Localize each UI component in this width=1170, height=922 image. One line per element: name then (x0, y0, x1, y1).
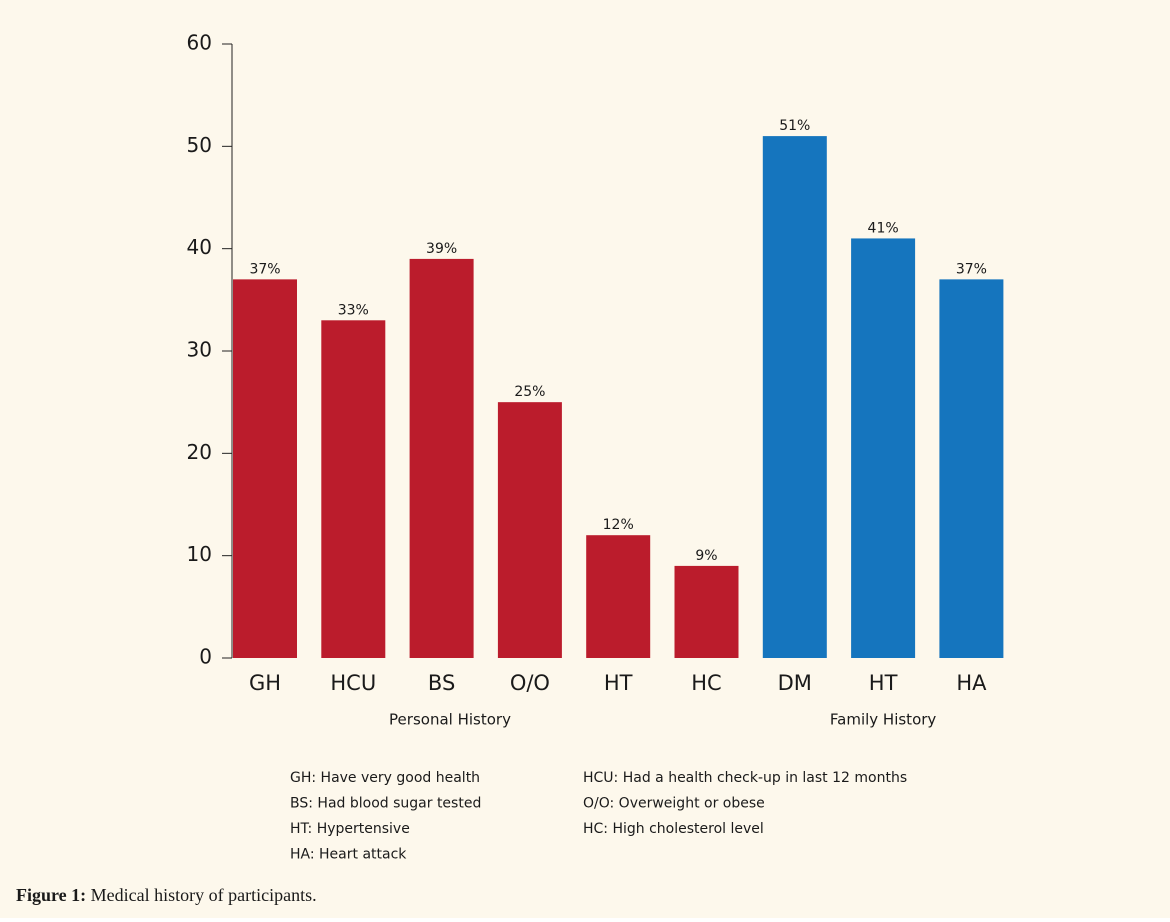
data-label: 37% (249, 261, 280, 277)
note: HA: Heart attack (290, 847, 407, 863)
bar (586, 535, 651, 658)
note: HCU: Had a health check-up in last 12 mo… (583, 770, 907, 786)
data-label: 41% (868, 220, 899, 236)
bar (674, 565, 739, 658)
y-tick-label: 0 (199, 645, 212, 669)
data-label: 9% (695, 548, 717, 564)
data-label: 25% (514, 384, 545, 400)
y-tick-label: 50 (187, 133, 212, 157)
bar (497, 402, 562, 658)
x-tick-label: O/O (510, 671, 550, 695)
caption-label: Figure 1: (16, 885, 86, 905)
y-tick-label: 10 (187, 542, 212, 566)
bar (762, 136, 827, 659)
y-tick-label: 60 (187, 31, 212, 55)
bar (233, 279, 297, 658)
note: BS: Had blood sugar tested (290, 796, 481, 812)
note: HT: Hypertensive (290, 821, 410, 837)
data-label: 39% (426, 241, 457, 257)
bar (409, 258, 474, 658)
data-label: 12% (603, 517, 634, 533)
data-label: 37% (956, 261, 987, 277)
y-tick-label: 30 (187, 338, 212, 362)
x-tick-label: BS (428, 671, 455, 695)
x-tick-label: HT (869, 671, 898, 695)
bar (939, 279, 1004, 658)
group-label: Family History (830, 711, 937, 729)
x-tick-label: DM (778, 671, 812, 695)
bar (851, 238, 916, 658)
note: GH: Have very good health (290, 770, 480, 786)
x-tick-label: GH (249, 671, 281, 695)
x-tick-label: HCU (330, 671, 376, 695)
data-label: 33% (338, 302, 369, 318)
caption: Figure 1: Medical history of participant… (16, 885, 317, 905)
bar (321, 320, 386, 658)
x-tick-label: HT (604, 671, 633, 695)
group-label: Personal History (389, 711, 511, 729)
x-tick-label: HC (691, 671, 721, 695)
y-tick-label: 20 (187, 440, 212, 464)
note: O/O: Overweight or obese (583, 796, 765, 812)
note: HC: High cholesterol level (583, 821, 764, 837)
caption-text: Medical history of participants. (91, 885, 317, 905)
y-tick-label: 40 (187, 235, 212, 259)
data-label: 51% (779, 118, 810, 134)
x-tick-label: HA (956, 671, 987, 695)
